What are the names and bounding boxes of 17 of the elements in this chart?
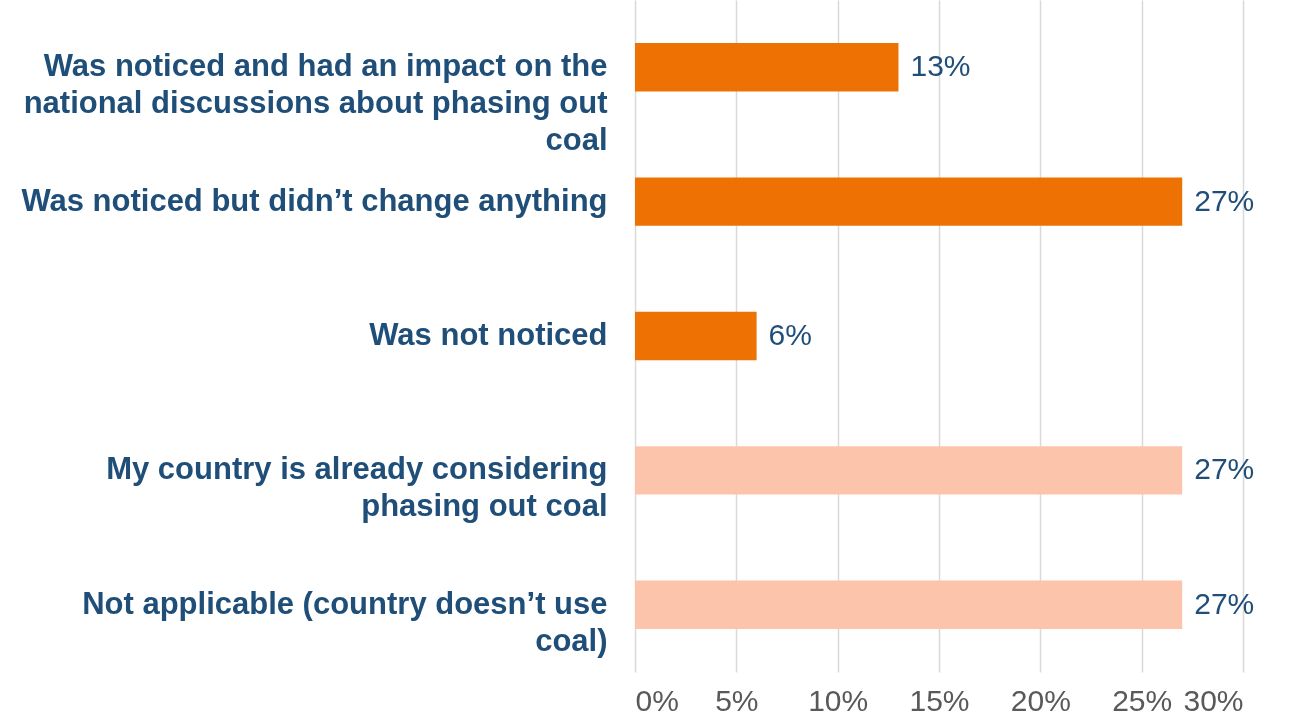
x-tick-label: 20% (1010, 683, 1071, 717)
x-tick-label: 25% (1112, 683, 1173, 717)
data-label: 27% (1194, 586, 1255, 620)
data-label: 27% (1194, 452, 1255, 486)
data-label: 6% (768, 318, 812, 351)
x-tick-label: 30% (1183, 683, 1244, 717)
data-label: 27% (1194, 183, 1255, 217)
x-tick-label: 15% (909, 683, 970, 717)
x-tick-label: 10% (808, 683, 869, 717)
x-tick-label: 0% (635, 683, 679, 717)
x-tick-label: 5% (715, 683, 759, 717)
y-tick-label: Was not noticed (369, 317, 608, 352)
y-tick-label: Was noticed and had an impact on the national discussions about phasing out coal (23, 48, 608, 158)
y-tick-label: Was noticed but didn’t change anything (21, 182, 608, 218)
y-tick-label: Not applicable (country doesn’t use coal) (82, 585, 608, 658)
y-tick-label: My country is already considering phasing out coal (106, 451, 608, 524)
data-label: 13% (910, 49, 971, 83)
